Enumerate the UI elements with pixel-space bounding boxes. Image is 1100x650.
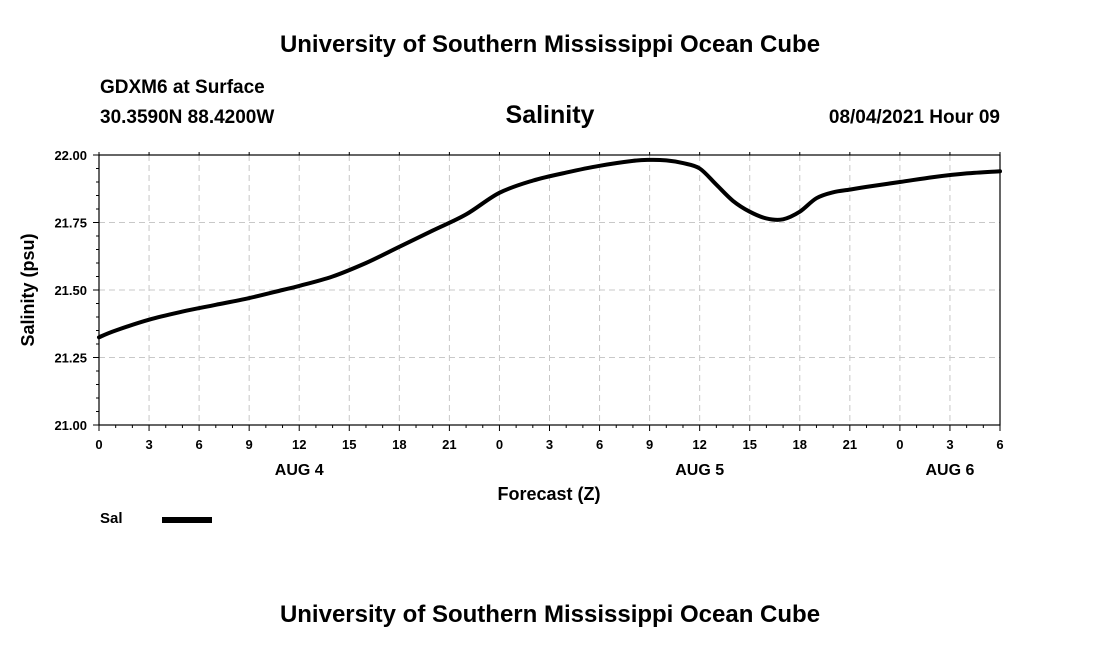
y-tick-label: 21.75 [54, 216, 87, 231]
coordinates-label: 30.3590N 88.4200W [100, 107, 275, 128]
legend-swatch [162, 517, 212, 523]
x-tick-label: 18 [793, 437, 807, 452]
x-tick-label: 15 [342, 437, 356, 452]
x-tick-label: 0 [896, 437, 903, 452]
variable-title: Salinity [505, 101, 595, 129]
x-tick-label: 21 [843, 437, 857, 452]
forecast-datetime: 08/04/2021 Hour 09 [828, 107, 1000, 128]
x-tick-label: 12 [692, 437, 706, 452]
x-tick-label: 3 [145, 437, 152, 452]
y-tick-label: 22.00 [54, 148, 87, 163]
date-label: AUG 6 [925, 462, 974, 479]
chart-title-bottom: University of Southern Mississippi Ocean… [279, 601, 821, 628]
x-tick-label: 6 [596, 437, 603, 452]
x-tick-label: 3 [946, 437, 953, 452]
chart-title-top: University of Southern Mississippi Ocean… [279, 31, 821, 58]
series-layer [97, 157, 1002, 340]
x-tick-label: 21 [442, 437, 456, 452]
y-tick-label: 21.00 [54, 418, 87, 433]
x-tick-label: 6 [996, 437, 1003, 452]
grid [99, 155, 1000, 425]
x-tick-label: 9 [646, 437, 653, 452]
x-tick-label: 9 [246, 437, 253, 452]
x-tick-label: 6 [195, 437, 202, 452]
axes: 0 3 6 9 12 15 18 21 0 3 6 9 12 15 18 21 0 3 6 21.00 21.25 21.… [54, 148, 1003, 479]
station-label: GDXM6 at Surface [100, 77, 265, 98]
y-tick-label: 21.25 [54, 351, 87, 366]
x-tick-label: 3 [546, 437, 553, 452]
date-label: AUG 5 [675, 462, 724, 479]
x-tick-label: 15 [742, 437, 756, 452]
x-tick-label: 12 [292, 437, 306, 452]
date-label: AUG 4 [275, 462, 324, 479]
x-axis-label: Forecast (Z) [497, 484, 600, 504]
y-tick-label: 21.50 [54, 283, 87, 298]
legend-label: Sal [100, 510, 123, 527]
x-tick-label: 0 [95, 437, 102, 452]
y-axis-label: Salinity (psu) [18, 233, 38, 346]
series-line-sal [97, 157, 1002, 340]
x-tick-label: 18 [392, 437, 406, 452]
x-tick-label: 0 [496, 437, 503, 452]
